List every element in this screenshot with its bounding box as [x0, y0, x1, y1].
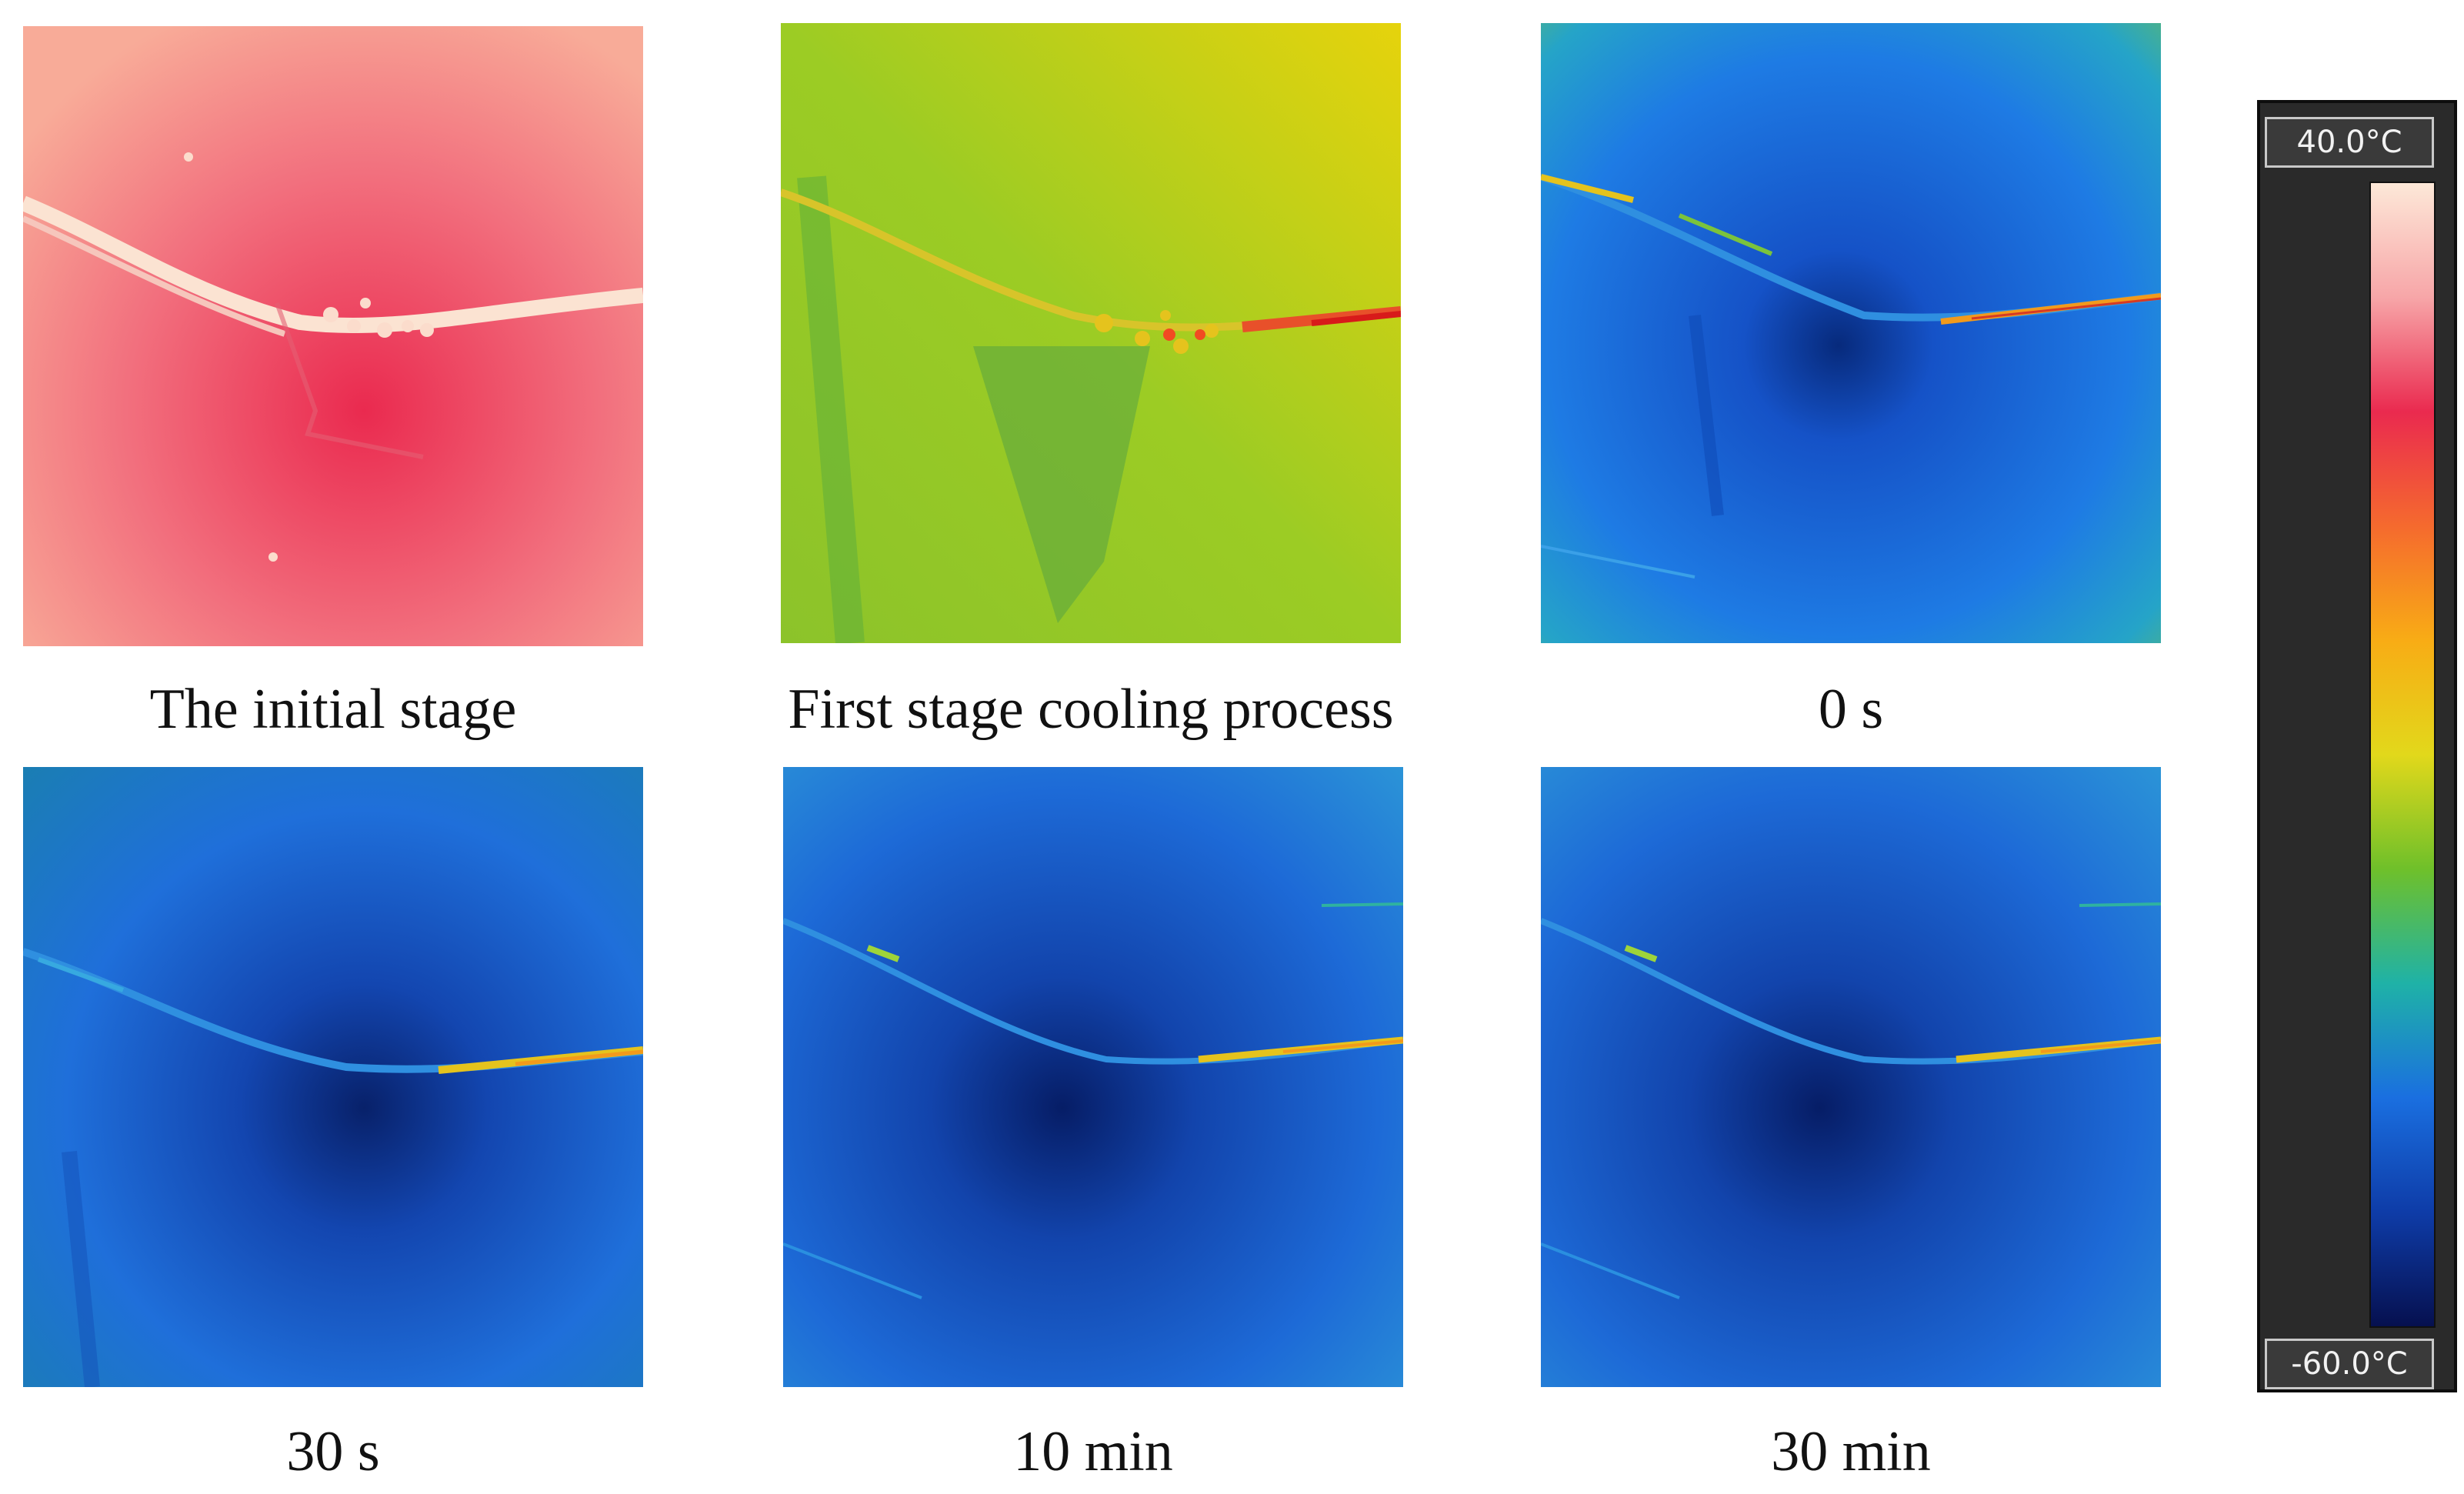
caption-first-stage-cooling: First stage cooling process	[788, 678, 1394, 741]
thermal-image-first-stage-cooling	[781, 23, 1401, 643]
caption-30s: 30 s	[286, 1420, 380, 1483]
caption-30min: 30 min	[1771, 1420, 1931, 1483]
scale-max-label: 40.0°C	[2265, 117, 2434, 168]
scale-min-label: -60.0°C	[2265, 1339, 2434, 1389]
thermal-image-30s	[23, 767, 643, 1387]
thermal-image-10min	[783, 767, 1403, 1387]
thermal-image-initial-stage	[23, 26, 643, 646]
thermal-image-0s	[1541, 23, 2161, 643]
caption-0s: 0 s	[1818, 678, 1884, 741]
caption-10min: 10 min	[1013, 1420, 1173, 1483]
thermal-image-30min	[1541, 767, 2161, 1387]
temperature-color-bar	[2369, 182, 2436, 1328]
caption-initial-stage: The initial stage	[149, 678, 517, 741]
